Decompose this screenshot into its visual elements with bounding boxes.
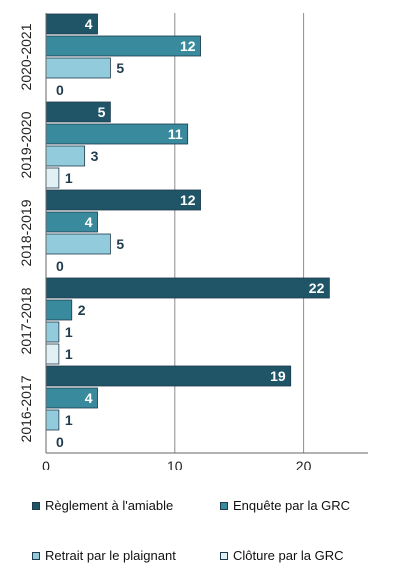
- value-label-1-2: 3: [91, 148, 99, 164]
- bar-1-2: [45, 145, 86, 167]
- bar-2-0: [45, 189, 201, 211]
- legend-label-2: Retrait par le plaignant: [45, 548, 176, 563]
- legend-item-2: Retrait par le plaignant: [32, 548, 176, 563]
- bar-3-2: [45, 321, 60, 343]
- legend-label-0: Règlement à l'amiable: [45, 498, 174, 513]
- chart: 412502020-2021511312019-2020124502018-20…: [18, 13, 368, 470]
- category-label-4: 2016-2017: [18, 375, 34, 442]
- value-label-4-1: 4: [85, 390, 93, 406]
- value-label-2-3: 0: [56, 258, 64, 274]
- bar-3-0: [45, 277, 330, 299]
- legend-swatch-1: [220, 501, 228, 510]
- legend-label-3: Clôture par la GRC: [233, 548, 344, 563]
- value-label-4-3: 0: [56, 434, 64, 450]
- x-tick-label-1: 10: [167, 458, 183, 470]
- value-label-0-1: 12: [180, 38, 196, 54]
- value-label-0-0: 4: [85, 16, 93, 32]
- value-label-1-0: 5: [98, 104, 106, 120]
- bar-4-0: [45, 365, 292, 387]
- value-label-2-0: 12: [180, 192, 196, 208]
- x-tick-label-0: 0: [42, 458, 50, 470]
- x-tick-label-2: 20: [296, 458, 312, 470]
- bar-3-3: [45, 343, 60, 365]
- legend-item-0: Règlement à l'amiable: [32, 498, 173, 513]
- bar-2-2: [45, 233, 111, 255]
- bar-3-1: [45, 299, 73, 321]
- value-label-0-2: 5: [116, 60, 124, 76]
- value-label-3-2: 1: [65, 324, 73, 340]
- category-label-0: 2020-2021: [18, 23, 34, 90]
- value-label-3-1: 2: [78, 302, 86, 318]
- value-label-1-3: 1: [65, 170, 73, 186]
- legend-item-1: Enquête par la GRC: [220, 498, 350, 513]
- value-label-1-1: 11: [168, 126, 183, 142]
- value-label-3-0: 22: [309, 280, 325, 296]
- bar-1-1: [45, 123, 189, 145]
- value-label-4-2: 1: [65, 412, 73, 428]
- value-label-2-1: 4: [85, 214, 93, 230]
- bar-0-1: [45, 35, 201, 57]
- category-label-2: 2018-2019: [18, 199, 34, 266]
- legend: Règlement à l'amiable Enquête par la GRC…: [20, 498, 410, 578]
- legend-swatch-0: [32, 501, 40, 510]
- bar-1-3: [45, 167, 60, 189]
- legend-swatch-2: [32, 551, 40, 560]
- bar-4-2: [45, 409, 60, 431]
- legend-item-3: Clôture par la GRC: [220, 548, 344, 563]
- value-label-4-0: 19: [270, 368, 286, 384]
- legend-label-1: Enquête par la GRC: [233, 498, 351, 513]
- value-label-0-3: 0: [56, 82, 64, 98]
- category-label-1: 2019-2020: [18, 111, 34, 178]
- legend-swatch-3: [220, 551, 228, 560]
- value-label-3-3: 1: [65, 346, 73, 362]
- category-label-3: 2017-2018: [18, 287, 34, 354]
- value-label-2-2: 5: [116, 236, 124, 252]
- bar-0-2: [45, 57, 111, 79]
